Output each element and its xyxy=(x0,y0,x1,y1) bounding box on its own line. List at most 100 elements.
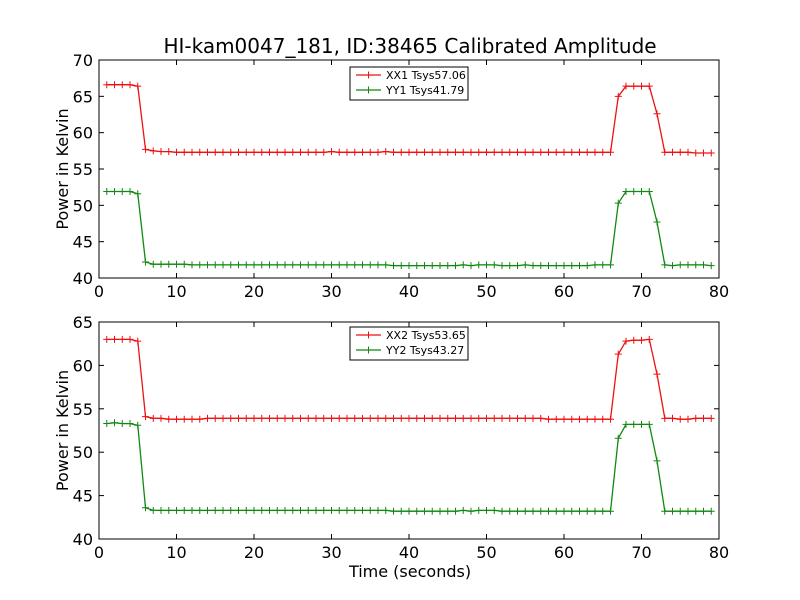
data-point-marker xyxy=(614,434,622,442)
data-point-marker xyxy=(374,506,382,514)
data-point-marker xyxy=(359,506,366,514)
data-point-marker xyxy=(227,506,235,514)
data-point-marker xyxy=(126,81,134,89)
data-point-marker xyxy=(142,258,149,266)
y-tick-label: 60 xyxy=(73,124,93,143)
data-point-marker xyxy=(173,148,180,156)
x-tick-label: 0 xyxy=(94,282,104,301)
data-point-marker xyxy=(242,148,250,156)
data-point-marker xyxy=(374,261,382,269)
data-point-marker xyxy=(173,506,180,514)
data-point-marker xyxy=(421,414,428,422)
data-point-marker xyxy=(545,262,552,270)
data-point-marker xyxy=(514,262,521,270)
data-point-marker xyxy=(204,261,211,269)
data-point-marker xyxy=(235,261,242,269)
data-point-marker xyxy=(382,261,390,269)
data-point-marker xyxy=(227,414,235,422)
data-point-marker xyxy=(521,148,529,156)
data-point-marker xyxy=(700,149,707,157)
data-point-marker xyxy=(653,457,661,465)
data-point-marker xyxy=(669,148,676,156)
data-point-marker xyxy=(459,148,467,156)
data-point-marker xyxy=(165,260,173,268)
data-point-marker xyxy=(661,414,669,422)
data-point-marker xyxy=(413,148,421,156)
data-point-marker xyxy=(289,261,297,269)
data-point-marker xyxy=(661,261,669,269)
legend: XX1 Tsys57.06 YY1 Tsys41.79 xyxy=(349,66,469,101)
data-point-marker xyxy=(607,261,614,269)
data-point-marker xyxy=(552,262,560,270)
y-tick-label: 40 xyxy=(73,530,93,549)
data-point-marker xyxy=(707,149,715,157)
data-point-marker xyxy=(320,148,328,156)
data-point-marker xyxy=(273,506,281,514)
data-point-marker xyxy=(304,414,312,422)
data-point-marker xyxy=(312,148,320,156)
data-point-marker xyxy=(452,414,459,422)
data-point-marker xyxy=(304,261,312,269)
data-point-marker xyxy=(436,507,444,515)
data-point-marker xyxy=(428,262,436,270)
data-point-marker xyxy=(576,415,583,423)
data-point-marker xyxy=(188,415,196,423)
data-point-marker xyxy=(359,148,366,156)
data-point-marker xyxy=(669,262,676,270)
data-point-marker xyxy=(467,414,475,422)
data-point-marker xyxy=(560,507,568,515)
data-point-marker xyxy=(134,82,142,90)
x-tick-label: 50 xyxy=(476,543,496,562)
data-point-marker xyxy=(436,414,444,422)
data-point-marker xyxy=(653,218,661,226)
x-tick-label: 70 xyxy=(631,282,651,301)
data-point-marker xyxy=(514,148,521,156)
data-point-marker xyxy=(459,506,467,514)
y-tick-label: 55 xyxy=(73,160,93,179)
data-point-marker xyxy=(444,262,452,270)
data-point-marker xyxy=(188,261,196,269)
data-point-marker xyxy=(607,507,614,515)
data-point-marker xyxy=(669,507,676,515)
data-point-marker xyxy=(700,507,707,515)
data-point-marker xyxy=(103,81,111,89)
data-point-marker xyxy=(591,415,599,423)
data-point-marker xyxy=(583,415,591,423)
data-point-marker xyxy=(204,148,211,156)
data-point-marker xyxy=(366,506,374,514)
data-point-marker xyxy=(676,415,684,423)
data-point-marker xyxy=(235,506,242,514)
data-point-marker xyxy=(576,148,583,156)
y-tick-label: 65 xyxy=(73,313,93,332)
legend-label: XX2 Tsys53.65 xyxy=(386,329,466,342)
x-tick-label: 10 xyxy=(166,543,186,562)
data-point-marker xyxy=(630,420,638,428)
data-point-marker xyxy=(568,148,576,156)
data-point-marker xyxy=(707,507,715,515)
legend-label: XX1 Tsys57.06 xyxy=(386,69,466,82)
data-point-marker xyxy=(374,148,382,156)
data-point-marker xyxy=(537,148,545,156)
data-point-marker xyxy=(235,414,242,422)
x-tick-label: 20 xyxy=(244,543,264,562)
data-point-marker xyxy=(196,415,204,423)
data-point-marker xyxy=(591,261,599,269)
data-point-marker xyxy=(405,507,413,515)
data-point-marker xyxy=(475,506,483,514)
data-point-marker xyxy=(653,110,661,118)
data-point-marker xyxy=(382,506,390,514)
data-point-marker xyxy=(258,414,266,422)
data-point-marker xyxy=(428,414,436,422)
data-point-marker xyxy=(343,506,351,514)
data-point-marker xyxy=(343,148,351,156)
data-point-marker xyxy=(475,261,483,269)
data-point-marker xyxy=(684,261,692,269)
data-point-marker xyxy=(684,507,692,515)
data-point-marker xyxy=(335,414,343,422)
data-point-marker xyxy=(297,261,304,269)
data-point-marker xyxy=(359,414,366,422)
data-point-marker xyxy=(676,261,684,269)
data-point-marker xyxy=(250,148,258,156)
data-point-marker xyxy=(545,507,552,515)
